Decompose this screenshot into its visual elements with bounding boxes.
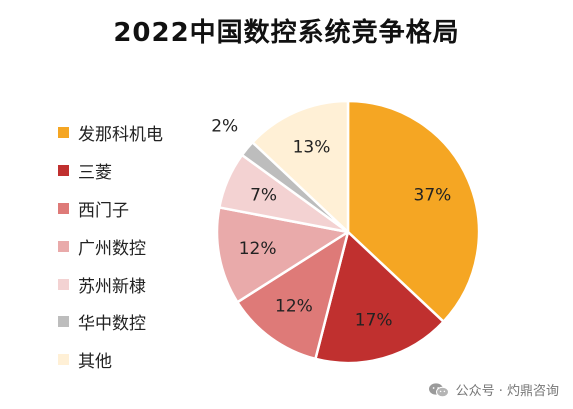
slice-label: 37%: [414, 186, 452, 206]
legend-label: 其他: [78, 352, 112, 373]
pie-slice-labels: 37% 17% 12% 12% 7% 2% 13%: [211, 116, 451, 330]
wechat-icon: [428, 382, 449, 397]
chart-legend: 发那科机电 三菱 西门子 广州数控 苏州新棣 华中数控 其他: [58, 114, 163, 379]
slice-label: 7%: [250, 186, 277, 206]
legend-item: 发那科机电: [58, 114, 163, 152]
pie-slices: [215, 99, 481, 365]
watermark-text: 公众号 · 灼鼎咨询: [455, 384, 559, 399]
legend-swatch: [58, 316, 69, 328]
pie-slice: [251, 99, 350, 234]
pie-slice: [314, 230, 445, 365]
legend-label: 广州数控: [78, 238, 146, 259]
legend-swatch: [58, 278, 69, 290]
legend-label: 西门子: [78, 200, 129, 221]
slice-label: 13%: [293, 138, 331, 158]
legend-label: 发那科机电: [78, 125, 163, 146]
legend-swatch: [58, 127, 69, 139]
legend-item: 三菱: [58, 152, 163, 190]
pie-slice: [236, 230, 350, 361]
legend-label: 三菱: [78, 163, 112, 184]
legend-label: 华中数控: [78, 314, 146, 335]
legend-item: 华中数控: [58, 303, 163, 341]
watermark: 公众号 · 灼鼎咨询: [428, 380, 559, 399]
legend-item: 其他: [58, 341, 163, 379]
pie-slice: [215, 206, 350, 304]
slice-label: 17%: [355, 310, 393, 330]
slice-label: 12%: [239, 239, 277, 259]
legend-item: 西门子: [58, 190, 163, 228]
legend-item: 广州数控: [58, 227, 163, 265]
chart-title: 2022中国数控系统竞争格局: [113, 18, 460, 48]
pie-slice: [346, 99, 481, 323]
slice-label: 12%: [275, 296, 313, 316]
legend-label: 苏州新棣: [78, 276, 146, 297]
slice-label: 2%: [211, 116, 238, 136]
legend-swatch: [58, 240, 69, 252]
legend-swatch: [58, 354, 69, 366]
legend-item: 苏州新棣: [58, 265, 163, 303]
legend-swatch: [58, 165, 69, 177]
legend-swatch: [58, 202, 69, 214]
